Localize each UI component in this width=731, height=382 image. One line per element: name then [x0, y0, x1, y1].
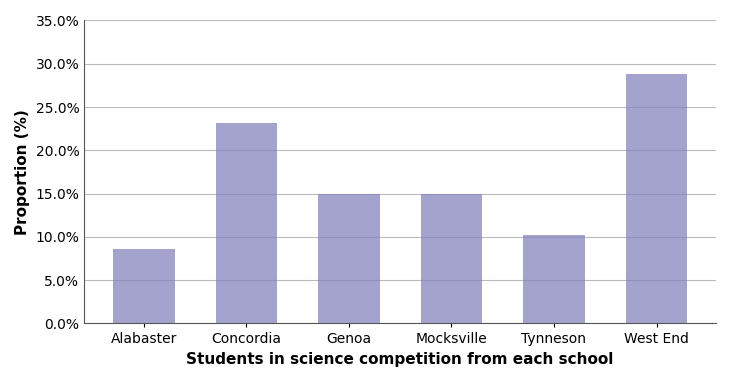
- X-axis label: Students in science competition from each school: Students in science competition from eac…: [186, 352, 614, 367]
- Bar: [420, 194, 482, 324]
- Bar: [113, 249, 175, 324]
- Y-axis label: Proportion (%): Proportion (%): [15, 109, 30, 235]
- Bar: [523, 235, 585, 324]
- Bar: [216, 123, 277, 324]
- Bar: [318, 194, 379, 324]
- Bar: [626, 74, 687, 324]
